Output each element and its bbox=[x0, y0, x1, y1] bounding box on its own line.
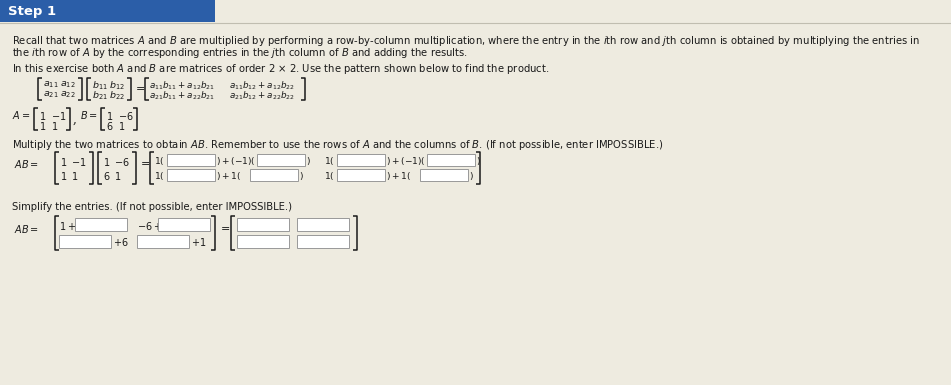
Bar bbox=[167, 154, 215, 166]
Text: $b_{21}$: $b_{21}$ bbox=[92, 90, 107, 102]
Text: $+1$: $+1$ bbox=[191, 236, 206, 248]
Text: $)$: $)$ bbox=[469, 170, 474, 182]
Text: $B=$: $B=$ bbox=[80, 109, 98, 121]
Text: $-6+$: $-6+$ bbox=[137, 220, 163, 232]
Bar bbox=[420, 169, 468, 181]
Text: In this exercise both $A$ and $B$ are matrices of order 2 × 2. Use the pattern s: In this exercise both $A$ and $B$ are ma… bbox=[12, 62, 550, 76]
Text: $a_{22}$: $a_{22}$ bbox=[60, 90, 75, 100]
Text: $1$: $1$ bbox=[118, 120, 126, 132]
Text: $1($: $1($ bbox=[324, 170, 335, 182]
Text: $1($: $1($ bbox=[154, 170, 165, 182]
Text: $)+(-1)($: $)+(-1)($ bbox=[386, 155, 426, 167]
Bar bbox=[297, 218, 349, 231]
Text: $1($: $1($ bbox=[154, 155, 165, 167]
Text: $1$: $1$ bbox=[39, 120, 47, 132]
Text: $-1$: $-1$ bbox=[51, 110, 67, 122]
Text: $1$: $1$ bbox=[106, 110, 113, 122]
Text: $1$: $1$ bbox=[103, 156, 110, 168]
Text: $-1$: $-1$ bbox=[71, 156, 87, 168]
Text: $)$: $)$ bbox=[299, 170, 303, 182]
Bar bbox=[167, 169, 215, 181]
Text: $1$: $1$ bbox=[39, 110, 47, 122]
Bar bbox=[250, 169, 298, 181]
Bar bbox=[237, 218, 289, 231]
Bar bbox=[158, 218, 210, 231]
Text: $a_{21}b_{11}+a_{22}b_{21}$: $a_{21}b_{11}+a_{22}b_{21}$ bbox=[149, 90, 215, 102]
Text: Recall that two matrices $A$ and $B$ are multiplied by performing a row-by-colum: Recall that two matrices $A$ and $B$ are… bbox=[12, 34, 920, 48]
Text: $a_{21}$: $a_{21}$ bbox=[43, 90, 59, 100]
Text: $a_{11}b_{11}+a_{12}b_{21}$: $a_{11}b_{11}+a_{12}b_{21}$ bbox=[149, 80, 215, 92]
Text: =: = bbox=[141, 159, 150, 169]
Text: $6$: $6$ bbox=[106, 120, 113, 132]
Text: $1+$: $1+$ bbox=[59, 220, 76, 232]
Bar bbox=[0, 0, 215, 22]
Text: $b_{12}$: $b_{12}$ bbox=[109, 80, 125, 92]
Text: $)$: $)$ bbox=[306, 155, 311, 167]
Text: $a_{11}$: $a_{11}$ bbox=[43, 80, 59, 90]
Bar bbox=[257, 154, 305, 166]
Bar bbox=[337, 154, 385, 166]
Text: $a_{12}$: $a_{12}$ bbox=[60, 80, 75, 90]
Text: Multiply the two matrices to obtain $AB$. Remember to use the rows of $A$ and th: Multiply the two matrices to obtain $AB$… bbox=[12, 138, 664, 152]
Text: $1$: $1$ bbox=[71, 170, 78, 182]
Text: the $i$th row of $A$ by the corresponding entries in the $j$th column of $B$ and: the $i$th row of $A$ by the correspondin… bbox=[12, 46, 468, 60]
Bar bbox=[297, 235, 349, 248]
Text: $6$: $6$ bbox=[103, 170, 110, 182]
Text: $)+1($: $)+1($ bbox=[216, 170, 241, 182]
Text: Step 1: Step 1 bbox=[8, 5, 56, 17]
Text: $a_{21}b_{12}+a_{22}b_{22}$: $a_{21}b_{12}+a_{22}b_{22}$ bbox=[229, 90, 295, 102]
Text: Simplify the entries. (If not possible, enter IMPOSSIBLE.): Simplify the entries. (If not possible, … bbox=[12, 202, 292, 212]
Text: $b_{11}$: $b_{11}$ bbox=[92, 80, 107, 92]
Text: $1($: $1($ bbox=[324, 155, 335, 167]
Text: $-6$: $-6$ bbox=[118, 110, 134, 122]
Text: ,: , bbox=[73, 112, 77, 126]
Text: $A=$: $A=$ bbox=[12, 109, 30, 121]
Bar bbox=[427, 154, 475, 166]
Text: $1$: $1$ bbox=[60, 170, 68, 182]
Text: $b_{22}$: $b_{22}$ bbox=[109, 90, 125, 102]
Bar bbox=[75, 218, 127, 231]
Text: =: = bbox=[136, 84, 146, 94]
Text: =: = bbox=[221, 224, 230, 234]
Text: $1$: $1$ bbox=[51, 120, 58, 132]
Text: $1$: $1$ bbox=[114, 170, 121, 182]
Text: $AB=$: $AB=$ bbox=[14, 223, 39, 235]
Text: $)+(-1)($: $)+(-1)($ bbox=[216, 155, 256, 167]
Bar bbox=[137, 235, 189, 248]
Bar bbox=[337, 169, 385, 181]
Bar bbox=[237, 235, 289, 248]
Text: $)$: $)$ bbox=[476, 155, 481, 167]
Text: $1$: $1$ bbox=[60, 156, 68, 168]
Text: $AB=$: $AB=$ bbox=[14, 158, 39, 170]
Text: $+6$: $+6$ bbox=[113, 236, 128, 248]
Text: $)+1($: $)+1($ bbox=[386, 170, 411, 182]
Text: $a_{11}b_{12}+a_{12}b_{22}$: $a_{11}b_{12}+a_{12}b_{22}$ bbox=[229, 80, 295, 92]
Text: $-6$: $-6$ bbox=[114, 156, 129, 168]
Bar bbox=[59, 235, 111, 248]
